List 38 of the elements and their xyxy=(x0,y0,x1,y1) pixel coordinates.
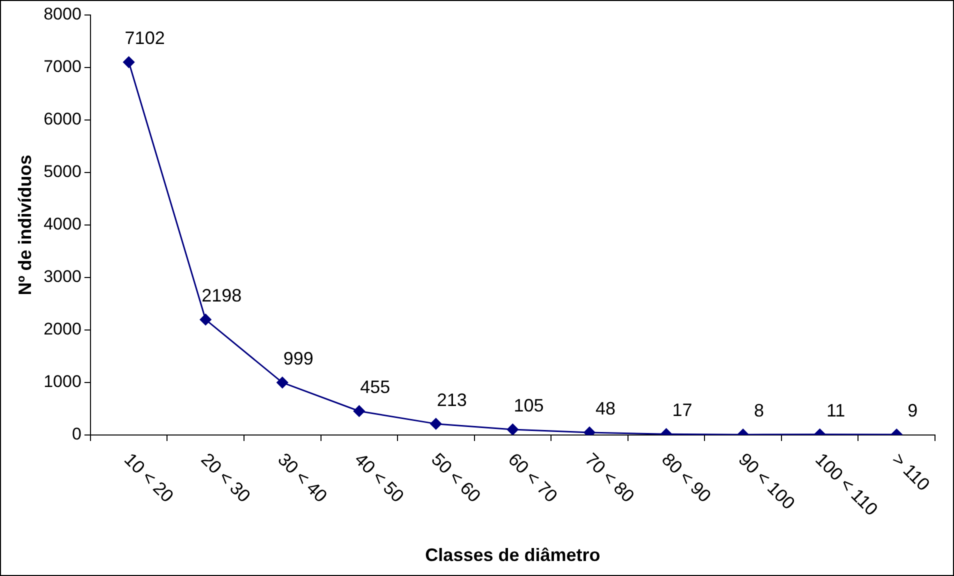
data-label: 105 xyxy=(514,395,544,416)
x-tick-label: > 110 xyxy=(888,449,934,495)
x-tick-label: 70 < 80 xyxy=(581,449,638,506)
y-tick-label: 8000 xyxy=(44,4,82,24)
point xyxy=(353,405,365,417)
data-label: 999 xyxy=(283,348,314,369)
y-tick-label: 1000 xyxy=(44,372,82,392)
x-tick-label: 60 < 70 xyxy=(504,449,562,506)
y-tick-label: 2000 xyxy=(44,320,82,339)
x-tick-label: 100 < 110 xyxy=(811,449,882,520)
y-tick-label: 6000 xyxy=(44,110,82,129)
y-tick-label: 4000 xyxy=(44,214,82,234)
data-label: 2198 xyxy=(202,286,242,306)
x-tick-label: 20 < 30 xyxy=(197,449,254,506)
x-tick-label: 90 < 100 xyxy=(734,449,799,514)
data-label: 48 xyxy=(595,398,616,418)
data-label: 9 xyxy=(908,400,918,420)
y-tick-label: 0 xyxy=(72,424,82,444)
y-tick-label: 3000 xyxy=(44,267,82,286)
point xyxy=(123,56,135,68)
data-label: 8 xyxy=(754,400,764,421)
x-tick-label: 30 < 40 xyxy=(274,449,331,506)
y-tick-label: 7000 xyxy=(44,57,82,76)
point xyxy=(506,424,518,435)
data-label: 455 xyxy=(360,377,390,398)
x-tick-label: 40 < 50 xyxy=(350,449,408,506)
x-tick-label: 80 < 90 xyxy=(658,449,715,506)
data-label: 11 xyxy=(826,400,846,420)
x-axis-title: Classes de diâmetro xyxy=(425,545,600,566)
x-tick-label: 10 < 20 xyxy=(120,449,178,506)
data-label: 17 xyxy=(672,400,692,420)
data-label: 7102 xyxy=(124,28,165,48)
point xyxy=(276,376,288,388)
x-tick-label: 50 < 60 xyxy=(428,449,485,506)
point xyxy=(200,314,212,326)
data-label: 213 xyxy=(436,390,467,410)
y-axis-title: Nº de indivíduos xyxy=(14,154,35,296)
y-tick-label: 5000 xyxy=(44,162,82,182)
